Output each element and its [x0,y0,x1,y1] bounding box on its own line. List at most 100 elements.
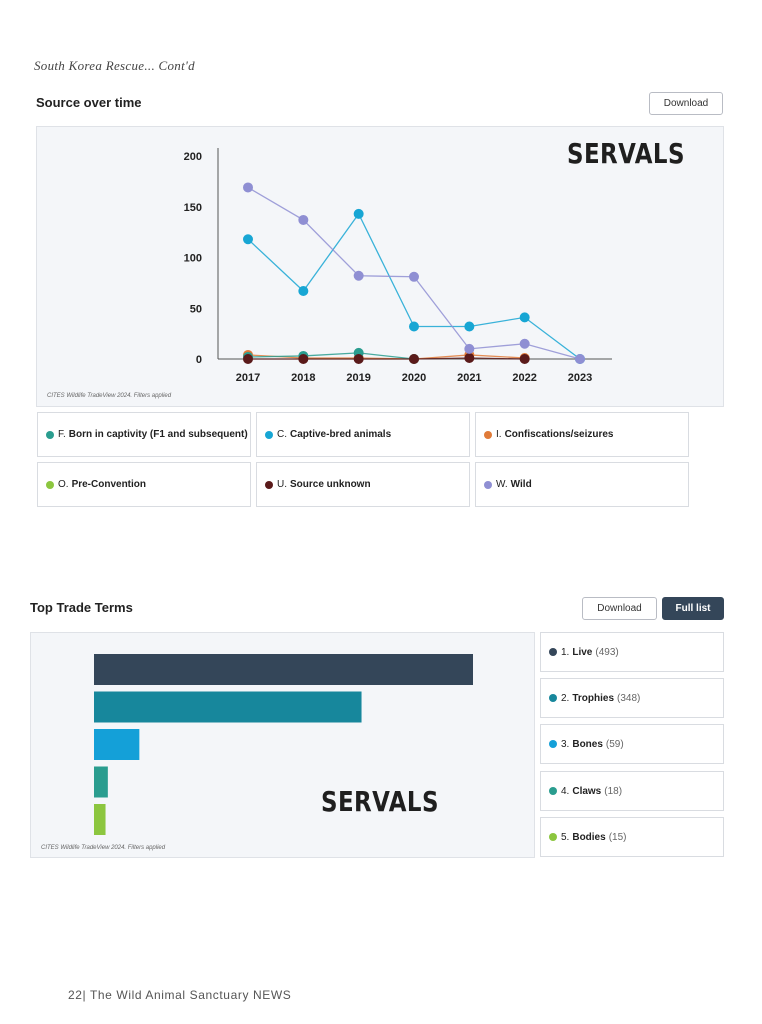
trade-label: Trophies [572,692,615,704]
source-line-chart: 0 50 100 150 200 2017 2018 2019 2020 2021 2022 2023 [184,148,612,384]
legend-dot [549,833,557,841]
data-point [298,285,309,296]
y-tick-label: 0 [196,354,202,366]
trade-label: Bones [572,738,603,750]
trade-label: Bodies [572,831,606,843]
page-subtitle: South Korea Rescue... Cont'd [34,58,195,73]
y-tick-label: 150 [184,202,202,214]
legend-label: Source unknown [290,479,371,490]
trade-count: (15) [608,831,627,843]
legend-label: Wild [510,479,532,490]
chart-source-note: CITES Wildlife TradeView 2024. Filters a… [41,845,166,851]
data-point [243,234,253,245]
trade-term-bodies[interactable]: 5. Bodies (15) [540,817,724,857]
data-point [353,270,364,281]
y-tick-label: 100 [184,253,202,265]
legend-dot [484,430,492,439]
legend-code: I. [496,429,502,440]
x-tick-label: 2020 [402,372,426,384]
x-tick-label: 2017 [236,372,260,384]
trade-count: (348) [617,692,641,704]
series-line [247,212,581,360]
bar [94,729,140,760]
data-point [298,354,309,364]
legend-item-captive-bred[interactable]: C. Captive-bred animals [256,412,470,457]
series-line [247,352,415,360]
data-point [409,271,419,282]
trade-bar-chart [94,654,473,835]
data-point [353,354,364,364]
legend-item-pre-convention[interactable]: O. Pre-Convention [37,462,251,507]
trade-rank: 3. [561,738,570,750]
legend-code: U. [277,479,287,490]
data-point [243,182,253,193]
trade-term-claws[interactable]: 4. Claws (18) [540,771,724,811]
data-point [409,354,419,364]
trade-term-trophies[interactable]: 2. Trophies (348) [540,678,724,718]
legend-dot [549,740,557,748]
legend-code: F. [58,429,66,440]
chart-watermark: SERVALS [567,137,685,170]
legend-item-source-unknown[interactable]: U. Source unknown [256,462,470,507]
bar [94,766,108,798]
trade-rank: 4. [561,785,570,797]
legend-label: Pre-Convention [71,479,147,490]
data-point [298,214,309,225]
trade-download-button[interactable]: Download [582,597,657,620]
legend-dot [549,787,557,795]
data-point [519,354,530,364]
x-tick-label: 2022 [512,372,536,384]
series-line [248,357,525,360]
bar [94,654,473,685]
full-list-button[interactable]: Full list [662,597,724,620]
chart-source-note: CITES Wildlife TradeView 2024. Filters a… [47,393,172,399]
data-point [243,354,253,364]
legend-label: Confiscations/seizures [504,429,614,440]
legend-label: Captive-bred animals [290,429,392,440]
trade-section-title: Top Trade Terms [30,600,133,615]
y-tick-label: 50 [190,303,202,315]
chart-watermark: SERVALS [321,785,439,818]
legend-item-wild[interactable]: W. Wild [475,462,689,507]
trade-rank: 5. [561,831,570,843]
x-tick-label: 2021 [457,372,481,384]
x-tick-label: 2019 [346,372,370,384]
legend-item-confiscations[interactable]: I. Confiscations/seizures [475,412,689,457]
data-point [353,208,364,219]
legend-dot [46,430,54,439]
legend-label: Born in captivity (F1 and subsequent) [68,429,248,440]
data-point [464,343,475,354]
trade-label: Claws [572,785,602,797]
trade-rank: 2. [561,692,570,704]
trade-count: (493) [595,646,619,658]
data-point [464,352,475,363]
legend-dot [265,430,273,439]
legend-code: W. [496,479,508,490]
legend-dot [484,480,492,489]
bar [94,804,106,835]
trade-term-live[interactable]: 1. Live (493) [540,632,724,672]
data-point [575,354,585,364]
source-chart-panel: 0 50 100 150 200 2017 2018 2019 2020 2021 2022 2023… [36,126,724,407]
legend-item-born-in-captivity[interactable]: F. Born in captivity (F1 and subsequent) [37,412,251,457]
x-tick-label: 2023 [568,372,592,384]
trade-label: Live [572,646,593,658]
data-point [464,321,475,332]
legend-dot [46,480,54,489]
source-section-title: Source over time [36,95,142,110]
data-point [519,338,530,349]
source-download-button[interactable]: Download [649,92,723,115]
trade-term-bones[interactable]: 3. Bones (59) [540,724,724,764]
legend-dot [549,648,557,656]
trade-rank: 1. [561,646,570,658]
legend-dot [265,480,273,489]
legend-code: O. [58,479,69,490]
trade-count: (18) [604,785,623,797]
legend-code: C. [277,429,287,440]
trade-count: (59) [605,738,624,750]
data-point [409,321,419,332]
legend-dot [549,694,557,702]
data-point [519,312,530,323]
trade-chart-panel: SERVALS CITES Wildlife TradeView 2024. F… [30,632,535,858]
page-footer: 22| The Wild Animal Sanctuary NEWS [68,988,292,1002]
